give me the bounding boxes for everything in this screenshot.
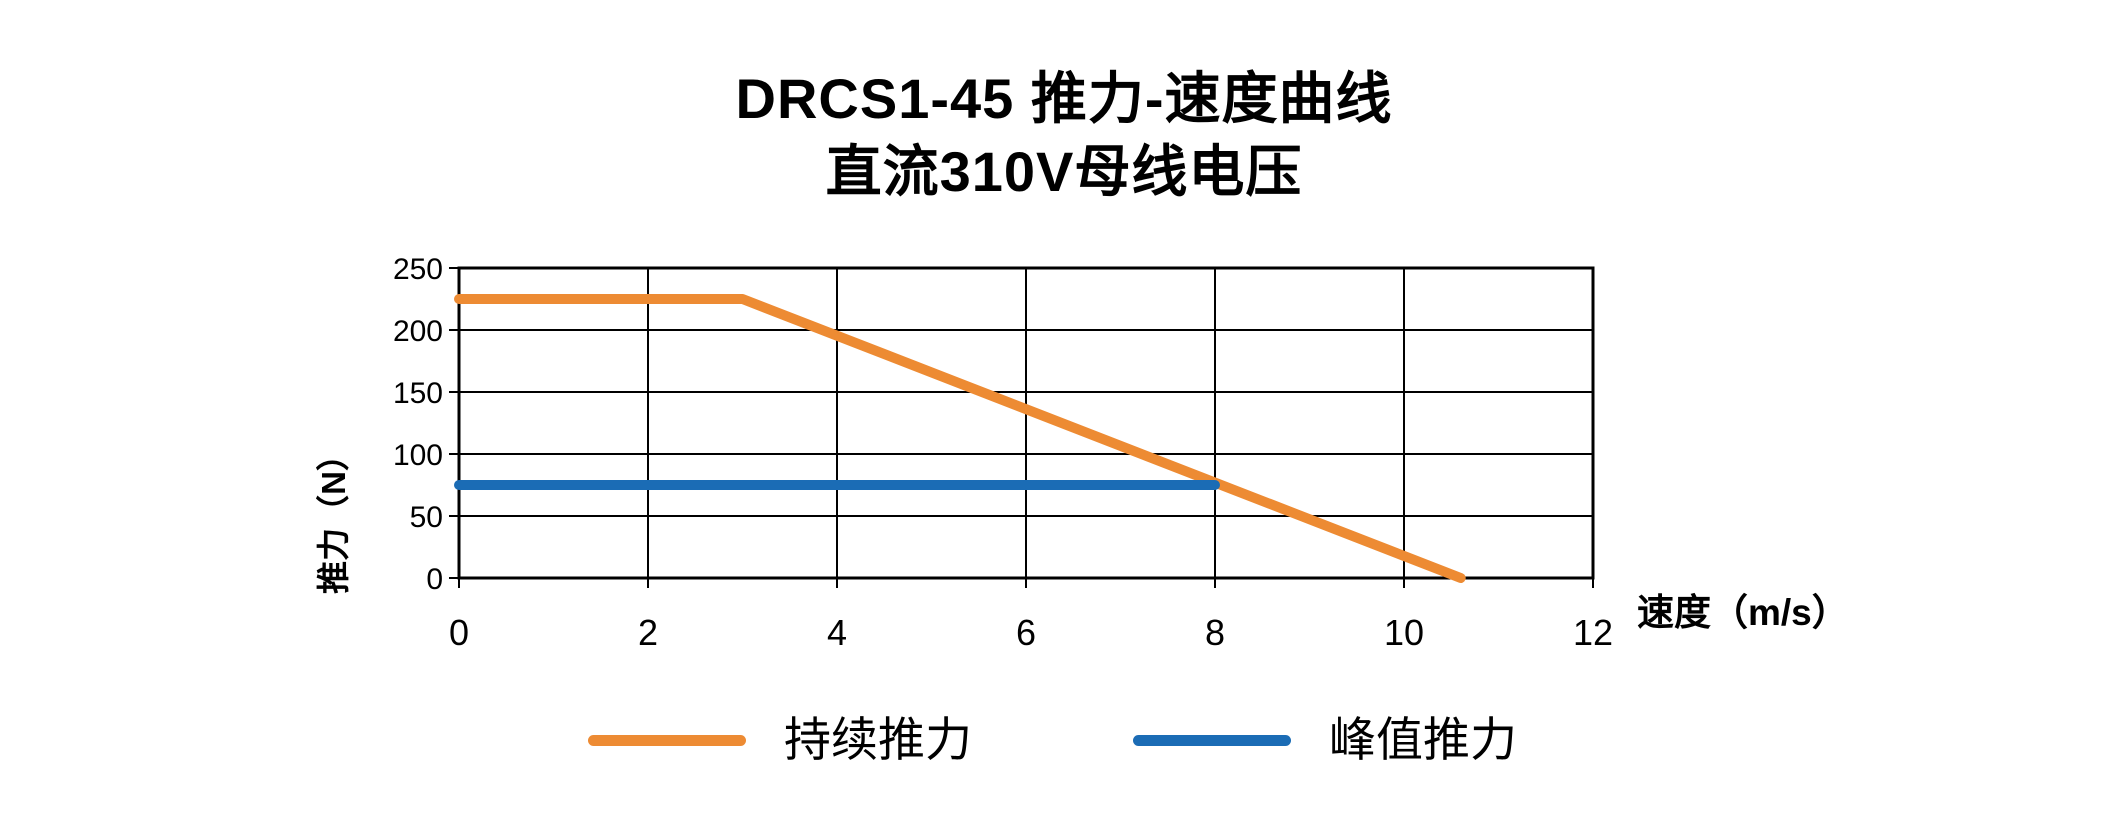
chart-subtitle: 直流310V母线电压 <box>825 140 1303 203</box>
peak-thrust-line-swatch-icon <box>1133 734 1291 746</box>
x-tick-label-6: 6 <box>1016 612 1036 653</box>
y-tick-label-50: 50 <box>410 501 443 534</box>
x-tick-label-8: 8 <box>1205 612 1225 653</box>
chart-title-block: DRCS1-45 推力-速度曲线 直流310V母线电压 <box>0 62 2115 208</box>
y-tick-label-0: 0 <box>426 563 443 596</box>
legend-label-continuous-thrust: 持续推力 <box>784 713 972 766</box>
y-tick-label-100: 100 <box>393 439 443 472</box>
legend-label-peak-thrust: 峰值推力 <box>1329 713 1517 766</box>
x-tick-label-12: 12 <box>1573 612 1613 653</box>
x-tick-label-10: 10 <box>1384 612 1424 653</box>
chart-title: DRCS1-45 推力-速度曲线 <box>735 67 1393 130</box>
plot-border <box>457 266 1595 580</box>
x-tick-label-4: 4 <box>827 612 847 653</box>
legend-item-continuous-thrust: 持续推力 <box>588 712 972 768</box>
x-tick-label-0: 0 <box>449 612 469 653</box>
y-tick-label-250: 250 <box>393 253 443 286</box>
series-line-0-continuous-thrust <box>454 294 1466 583</box>
x-tick-label-2: 2 <box>638 612 658 653</box>
y-axis-label: 推力（N） <box>315 438 352 594</box>
y-tick-label-200: 200 <box>393 315 443 348</box>
y-tick-label-150: 150 <box>393 377 443 410</box>
continuous-thrust-line-swatch-icon <box>588 734 746 746</box>
x-axis-label: 速度（m/s） <box>1637 592 1849 633</box>
legend-item-peak-thrust: 峰值推力 <box>1133 712 1517 768</box>
